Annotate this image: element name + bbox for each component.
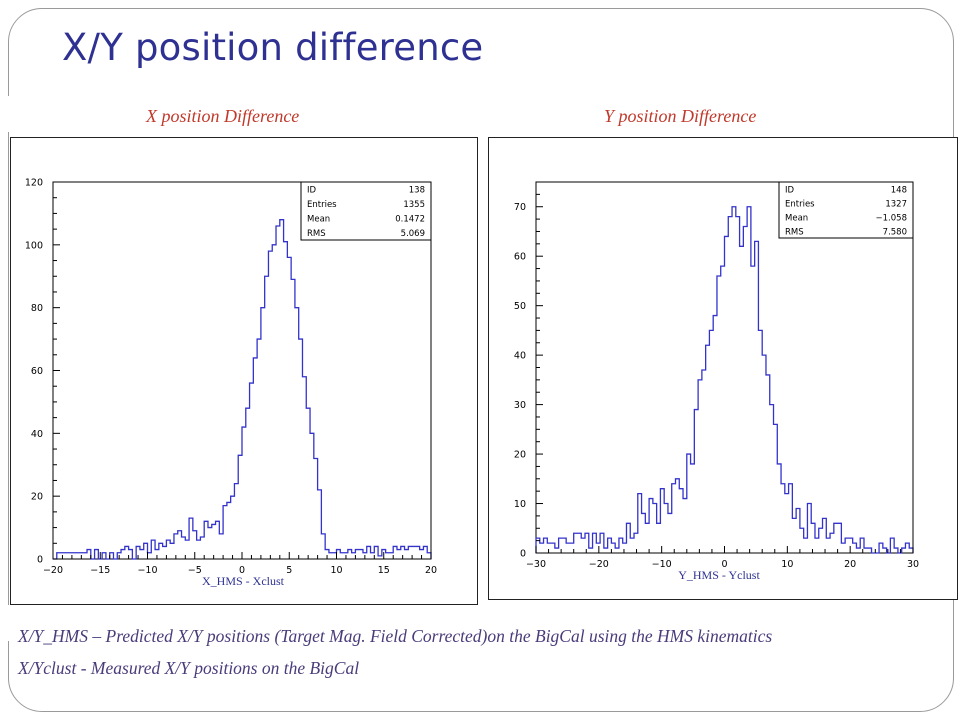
x-tick-label: 0 — [239, 565, 245, 576]
x-tick-label: −20 — [43, 565, 63, 576]
y-tick-label: 30 — [514, 400, 526, 411]
x-tick-label: −10 — [652, 559, 672, 570]
x-tick-label: 15 — [378, 565, 390, 576]
stats-value: 148 — [891, 185, 907, 195]
frame-break-bottom — [0, 605, 12, 641]
caption-line-1: X/Y_HMS – Predicted X/Y positions (Targe… — [18, 626, 773, 646]
stats-label: Entries — [307, 200, 337, 210]
stats-box — [300, 181, 432, 241]
x-tick-label: −15 — [90, 565, 110, 576]
y-tick-label: 0 — [520, 549, 526, 560]
histogram-line — [535, 206, 914, 554]
x-axis-label: Y_HMS - Yclust — [678, 568, 760, 582]
y-tick-label: 40 — [31, 429, 43, 440]
stats-label: RMS — [785, 227, 804, 237]
left-chart-heading: X position Difference — [146, 106, 300, 126]
stats-label: ID — [785, 185, 795, 195]
y-tick-label: 10 — [514, 499, 526, 510]
stats-label: Mean — [307, 215, 330, 225]
stats-label: Entries — [785, 199, 815, 209]
y-tick-label: 40 — [514, 351, 526, 362]
stats-value: −1.058 — [876, 213, 907, 223]
stats-value: 138 — [409, 186, 425, 196]
stats-label: ID — [307, 186, 317, 196]
x-tick-label: 10 — [781, 559, 793, 570]
x-tick-label: −30 — [526, 559, 546, 570]
right-chart-heading: Y position Difference — [604, 106, 757, 126]
stats-label: RMS — [307, 229, 326, 239]
x-difference-panel: −20 −15 −10 −5 0 5 10 15 20 0 20 40 60 80 100 120 ID 138 E… — [10, 137, 478, 605]
stats-value: 1355 — [403, 200, 425, 210]
y-tick-label: 20 — [514, 450, 526, 461]
x-difference-histogram: −20 −15 −10 −5 0 5 10 15 20 0 20 40 60 80 100 120 ID 138 E… — [25, 178, 437, 589]
slide-title: X/Y position difference — [62, 26, 484, 69]
y-tick-label: 80 — [31, 303, 43, 314]
x-tick-label: 20 — [425, 565, 437, 576]
y-tick-label: 60 — [514, 252, 526, 263]
y-difference-panel: −30 −20 −10 0 10 20 30 0 10 20 30 40 50 60 70 ID 148 Entr… — [488, 137, 958, 600]
y-tick-label: 0 — [37, 555, 43, 566]
x-axis-label: X_HMS - Xclust — [202, 574, 285, 588]
y-tick-label: 20 — [31, 492, 43, 503]
x-tick-label: 5 — [286, 565, 292, 576]
x-tick-label: −5 — [188, 565, 202, 576]
x-tick-label: 30 — [907, 559, 919, 570]
stats-value: 1327 — [885, 199, 907, 209]
stats-value: 5.069 — [401, 229, 425, 239]
y-tick-label: 100 — [25, 240, 43, 251]
x-tick-label: 20 — [844, 559, 856, 570]
caption-line-2: X/Yclust - Measured X/Y positions on the… — [18, 658, 360, 678]
histogram-line — [53, 219, 432, 560]
x-tick-label: −20 — [589, 559, 609, 570]
x-tick-label: 0 — [721, 559, 727, 570]
y-difference-histogram: −30 −20 −10 0 10 20 30 0 10 20 30 40 50 60 70 ID 148 Entr… — [514, 181, 919, 582]
stats-value: 0.1472 — [395, 215, 425, 225]
y-tick-label: 70 — [514, 202, 526, 213]
x-tick-label: −10 — [137, 565, 157, 576]
stats-label: Mean — [785, 213, 808, 223]
frame-break-top — [0, 96, 12, 132]
stats-box — [778, 181, 914, 239]
x-tick-label: 10 — [330, 565, 342, 576]
y-tick-label: 50 — [514, 301, 526, 312]
y-tick-label: 60 — [31, 366, 43, 377]
y-tick-label: 120 — [25, 178, 43, 189]
stats-value: 7.580 — [883, 227, 907, 237]
